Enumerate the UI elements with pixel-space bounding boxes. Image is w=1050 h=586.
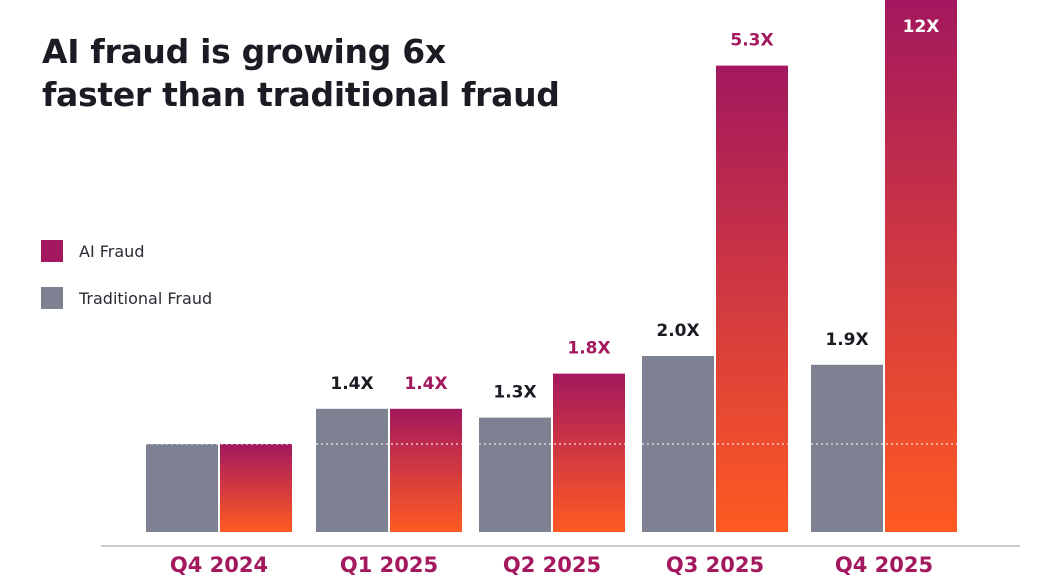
category-labels-group: Q4 2024 Q1 2025 Q2 2025 Q3 2025 Q4 2025: [170, 553, 933, 577]
bar-ai-q1-2025: [390, 408, 462, 532]
ai-fraud-swatch: [41, 240, 63, 262]
value-label-traditional-q3-2025: 2.0X: [656, 321, 699, 341]
legend-item-ai-fraud: AI Fraud: [41, 239, 212, 263]
value-label-ai-q3-2025: 5.3X: [730, 31, 773, 51]
bar-ai-q2-2025: [553, 373, 625, 532]
value-label-traditional-q1-2025: 1.4X: [330, 374, 373, 394]
chart-title: AI fraud is growing 6x faster than tradi…: [42, 30, 560, 116]
value-label-traditional-q2-2025: 1.3X: [493, 383, 536, 403]
traditional-fraud-swatch: [41, 287, 63, 309]
chart-title-line-1: AI fraud is growing 6x: [42, 32, 446, 71]
bars-group: [146, 0, 957, 532]
category-label-q3-2025: Q3 2025: [666, 553, 764, 577]
category-label-q4-2024: Q4 2024: [170, 553, 268, 577]
bar-ai-q4-2024: [220, 444, 292, 532]
bar-ai-q4-2025: [885, 0, 957, 532]
bar-traditional-q4-2024: [146, 444, 218, 532]
category-label-q1-2025: Q1 2025: [340, 553, 438, 577]
legend: AI Fraud Traditional Fraud: [41, 239, 212, 333]
legend-label-traditional-fraud: Traditional Fraud: [79, 288, 213, 308]
chart-title-line-2: faster than traditional fraud: [42, 75, 560, 114]
value-label-ai-q1-2025: 1.4X: [404, 374, 447, 394]
category-label-q4-2025: Q4 2025: [835, 553, 933, 577]
bar-traditional-q2-2025: [479, 417, 551, 532]
value-label-ai-q2-2025: 1.8X: [567, 339, 610, 359]
value-labels-group: 1.4X 1.4X 1.3X 1.8X 2.0X 5.3X 1.9X 12X: [330, 17, 939, 403]
legend-item-traditional-fraud: Traditional Fraud: [41, 286, 212, 310]
bar-ai-q3-2025: [716, 65, 788, 532]
legend-label-ai-fraud: AI Fraud: [79, 241, 145, 261]
category-label-q2-2025: Q2 2025: [503, 553, 601, 577]
value-label-ai-q4-2025: 12X: [903, 17, 940, 37]
bar-traditional-q1-2025: [316, 408, 388, 532]
bar-traditional-q4-2025: [811, 364, 883, 532]
value-label-traditional-q4-2025: 1.9X: [825, 330, 868, 350]
